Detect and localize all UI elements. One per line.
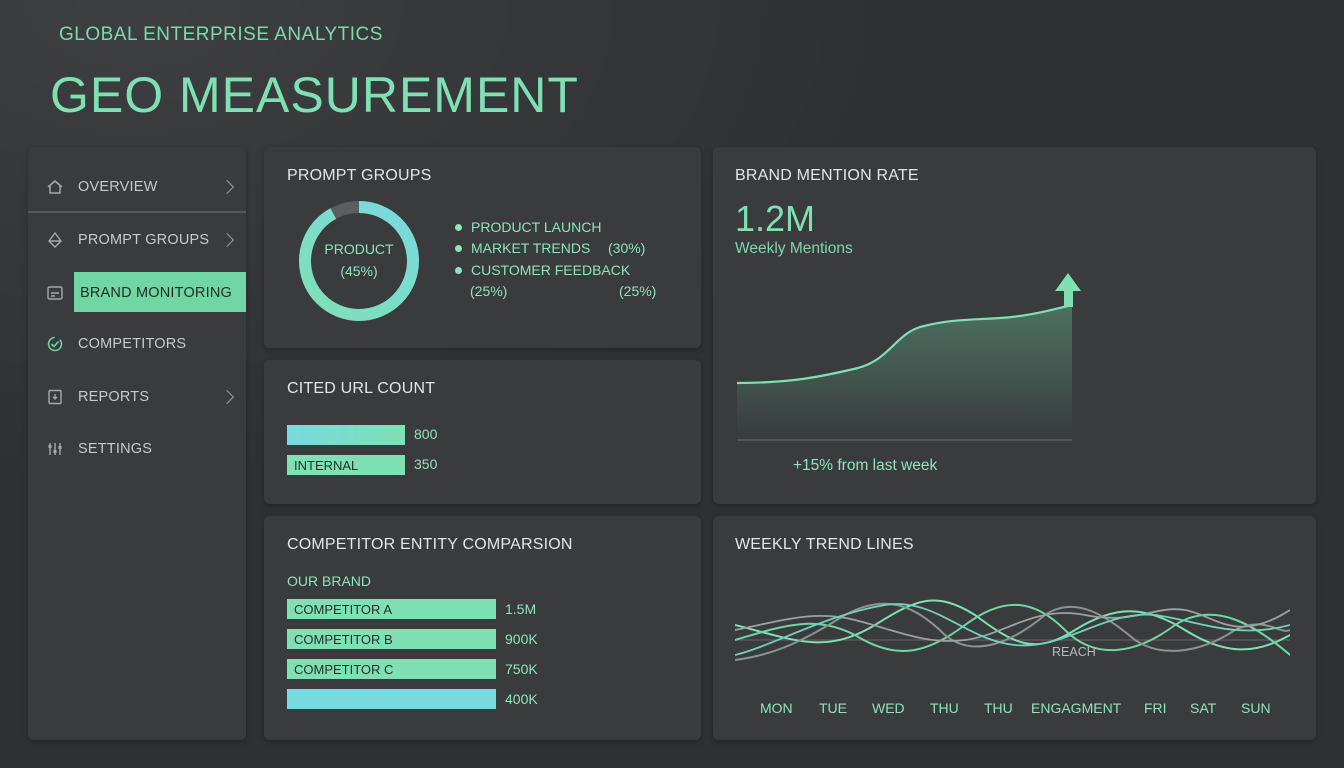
- card-title: WEEKLY TREND LINES: [735, 536, 914, 553]
- sidebar-item-overview[interactable]: OVERVIEW: [28, 167, 246, 207]
- page-title: GEO MEASUREMENT: [50, 67, 579, 123]
- day-label: TUE: [819, 700, 847, 716]
- sidebar-item-prompt-groups[interactable]: PROMPT GROUPS: [28, 220, 246, 260]
- day-label: SUN: [1241, 700, 1271, 716]
- legend-item: PRODUCT LAUNCH: [455, 219, 601, 235]
- chevron-right-icon: [219, 389, 235, 405]
- bar-value: 750K: [505, 661, 538, 677]
- donut-center-label: PRODUCT: [324, 241, 394, 257]
- legend-dot: [455, 244, 462, 252]
- chevron-right-icon: [219, 179, 235, 195]
- bar-value: 900K: [505, 631, 538, 647]
- day-label: THU: [930, 700, 959, 716]
- day-label: SAT: [1190, 700, 1217, 716]
- settings-icon: [46, 440, 64, 458]
- trend-line: [735, 602, 1290, 661]
- donut-arc: [299, 201, 419, 321]
- competitor-bar: COMPETITOR C: [287, 659, 496, 679]
- sidebar-item-label: SETTINGS: [78, 441, 153, 457]
- legend-value: (25%): [470, 283, 508, 299]
- prompt-groups-donut: [299, 201, 419, 321]
- day-label: THU: [984, 700, 1013, 716]
- bar-label: COMPETITOR A: [294, 602, 392, 617]
- competitor-bar: COMPETITOR B: [287, 629, 496, 649]
- trend-line: [735, 599, 1290, 651]
- cited-url-bar: [287, 425, 405, 445]
- series-label: REACH: [1052, 645, 1096, 659]
- monitor-icon: [46, 284, 64, 302]
- mention-subtitle: Weekly Mentions: [735, 240, 853, 257]
- trend-line: [735, 603, 1290, 656]
- bar-value: 350: [414, 456, 438, 472]
- legend-label: PRODUCT LAUNCH: [471, 219, 602, 235]
- legend-label: CUSTOMER FEEDBACK: [471, 262, 631, 278]
- day-label: ENGAGMENT: [1031, 700, 1122, 716]
- card-title: COMPETITOR ENTITY COMPARSION: [287, 536, 573, 553]
- trend-line: [735, 604, 1290, 656]
- sidebar-item-label: COMPETITORS: [78, 336, 187, 352]
- sidebar-item-label: BRAND MONITORING: [80, 285, 232, 301]
- legend-item: MARKET TRENDS: [455, 240, 590, 256]
- donut-center-value: (45%): [340, 263, 378, 279]
- growth-area: [737, 305, 1072, 440]
- competitor-bar: COMPETITOR A: [287, 599, 496, 619]
- sidebar-item-reports[interactable]: REPORTS: [28, 377, 246, 417]
- bar-value: 1.5M: [505, 601, 537, 617]
- day-label: WED: [872, 700, 905, 716]
- report-icon: [46, 388, 64, 406]
- card-title: BRAND MENTION RATE: [735, 167, 919, 184]
- chevron-right-icon: [219, 232, 235, 248]
- card-title: PROMPT GROUPS: [287, 167, 432, 184]
- card-title: CITED URL COUNT: [287, 380, 436, 397]
- sidebar-item-brand-monitoring[interactable]: [74, 272, 246, 312]
- sidebar-item-competitors[interactable]: COMPETITORS: [28, 324, 246, 364]
- bar-label: INTERNAL: [294, 458, 359, 473]
- day-label: FRI: [1144, 700, 1167, 716]
- sidebar-divider: [28, 211, 246, 213]
- sidebar-item-label: REPORTS: [78, 389, 150, 405]
- mention-growth-chart: [736, 273, 1081, 441]
- sidebar: OVERVIEW PROMPT GROUPS BRAND MONITORING …: [28, 147, 246, 740]
- legend-value: (25%): [619, 283, 657, 299]
- bar-value: 400K: [505, 691, 538, 707]
- legend-label: MARKET TRENDS: [471, 240, 591, 256]
- sidebar-item-label: OVERVIEW: [78, 179, 158, 195]
- cited-url-bar: INTERNAL: [287, 455, 405, 475]
- sidebar-item-settings[interactable]: SETTINGS: [28, 429, 246, 469]
- home-icon: [46, 178, 64, 196]
- weekly-trend-chart: [735, 599, 1290, 661]
- bar-value: 800: [414, 426, 438, 442]
- competitor-bar: [287, 689, 496, 709]
- sidebar-item-label: PROMPT GROUPS: [78, 232, 210, 248]
- competitor-subheading: OUR BRAND: [287, 573, 372, 589]
- arrow-up-icon: [1055, 273, 1081, 307]
- legend-dot: [455, 223, 462, 231]
- bar-label: COMPETITOR C: [294, 662, 394, 677]
- legend-dot: [455, 266, 462, 274]
- network-icon: [46, 231, 64, 249]
- mention-value: 1.2M: [735, 198, 816, 239]
- mention-delta: +15% from last week: [793, 457, 938, 474]
- check-circle-icon: [46, 335, 64, 353]
- day-label: MON: [760, 700, 793, 716]
- legend-value: (30%): [608, 240, 646, 256]
- growth-line: [736, 303, 1073, 385]
- legend-item: CUSTOMER FEEDBACK: [455, 262, 630, 278]
- bar-label: COMPETITOR B: [294, 632, 393, 647]
- app-subtitle: GLOBAL ENTERPRISE ANALYTICS: [59, 24, 383, 45]
